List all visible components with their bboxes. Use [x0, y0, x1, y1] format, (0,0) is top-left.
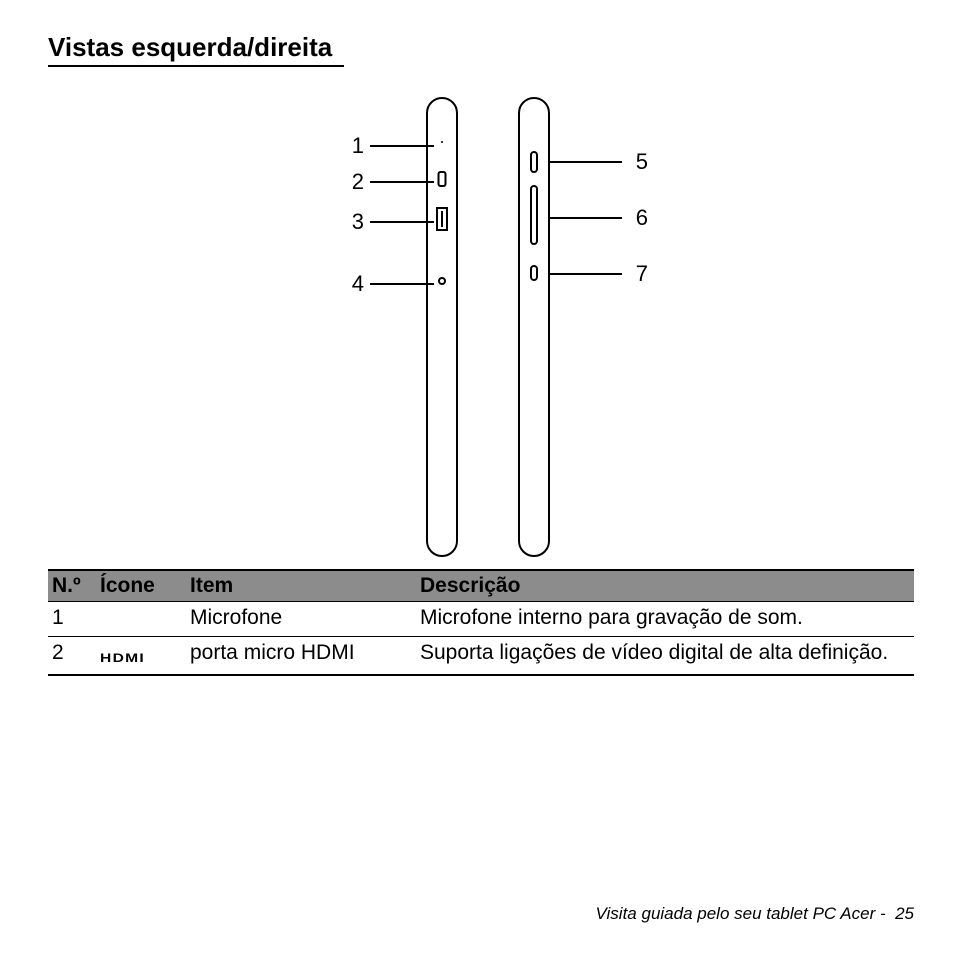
callout-6: 6: [550, 205, 648, 231]
col-number-header: N.º: [48, 570, 96, 602]
col-desc-header: Descrição: [416, 570, 914, 602]
cell-number: 2: [48, 637, 96, 676]
power-button-icon: [530, 151, 538, 173]
callout-number: 2: [344, 169, 364, 195]
cell-item: Microfone: [186, 602, 416, 637]
usb-port-icon: [436, 207, 448, 231]
callout-line-icon: [550, 217, 622, 219]
cell-icon: HDMI: [96, 637, 186, 676]
cell-item: porta micro HDMI: [186, 637, 416, 676]
footer-text: Visita guiada pelo seu tablet PC Acer -: [596, 904, 886, 923]
callout-line-icon: [370, 181, 434, 183]
table-row: 1 Microfone Microfone interno para grava…: [48, 602, 914, 637]
callout-number: 7: [628, 261, 648, 287]
col-icon-header: Ícone: [96, 570, 186, 602]
features-table: N.º Ícone Item Descrição 1 Microfone Mic…: [48, 569, 914, 676]
side-views-diagram: 1 2 3 4 5 6 7: [48, 85, 914, 565]
page-footer: Visita guiada pelo seu tablet PC Acer - …: [596, 904, 915, 924]
page-number: 25: [895, 904, 914, 923]
cell-icon: [96, 602, 186, 637]
callout-number: 6: [628, 205, 648, 231]
microphone-hole-icon: [441, 141, 443, 143]
callout-line-icon: [370, 283, 434, 285]
table-row: 2 HDMI porta micro HDMI Suporta ligações…: [48, 637, 914, 676]
device-right-side: [518, 97, 550, 557]
callout-number: 3: [344, 209, 364, 235]
audio-jack-icon: [438, 277, 446, 285]
callout-line-icon: [550, 161, 622, 163]
callout-2: 2: [344, 169, 434, 195]
lock-button-icon: [530, 265, 538, 281]
callout-7: 7: [550, 261, 648, 287]
cell-desc: Suporta ligações de vídeo digital de alt…: [416, 637, 914, 676]
callout-4: 4: [344, 271, 434, 297]
callout-1: 1: [344, 133, 434, 159]
table-header-row: N.º Ícone Item Descrição: [48, 570, 914, 602]
col-item-header: Item: [186, 570, 416, 602]
cell-desc: Microfone interno para gravação de som.: [416, 602, 914, 637]
callout-3: 3: [344, 209, 434, 235]
callout-5: 5: [550, 149, 648, 175]
hdmi-icon: HDMI: [100, 651, 145, 665]
volume-rocker-icon: [530, 185, 538, 245]
callout-number: 4: [344, 271, 364, 297]
callout-line-icon: [370, 145, 434, 147]
micro-hdmi-port-icon: [438, 171, 447, 187]
callout-number: 5: [628, 149, 648, 175]
section-title: Vistas esquerda/direita: [48, 32, 344, 67]
cell-number: 1: [48, 602, 96, 637]
device-left-side: [426, 97, 458, 557]
callout-number: 1: [344, 133, 364, 159]
callout-line-icon: [550, 273, 622, 275]
callout-line-icon: [370, 221, 434, 223]
